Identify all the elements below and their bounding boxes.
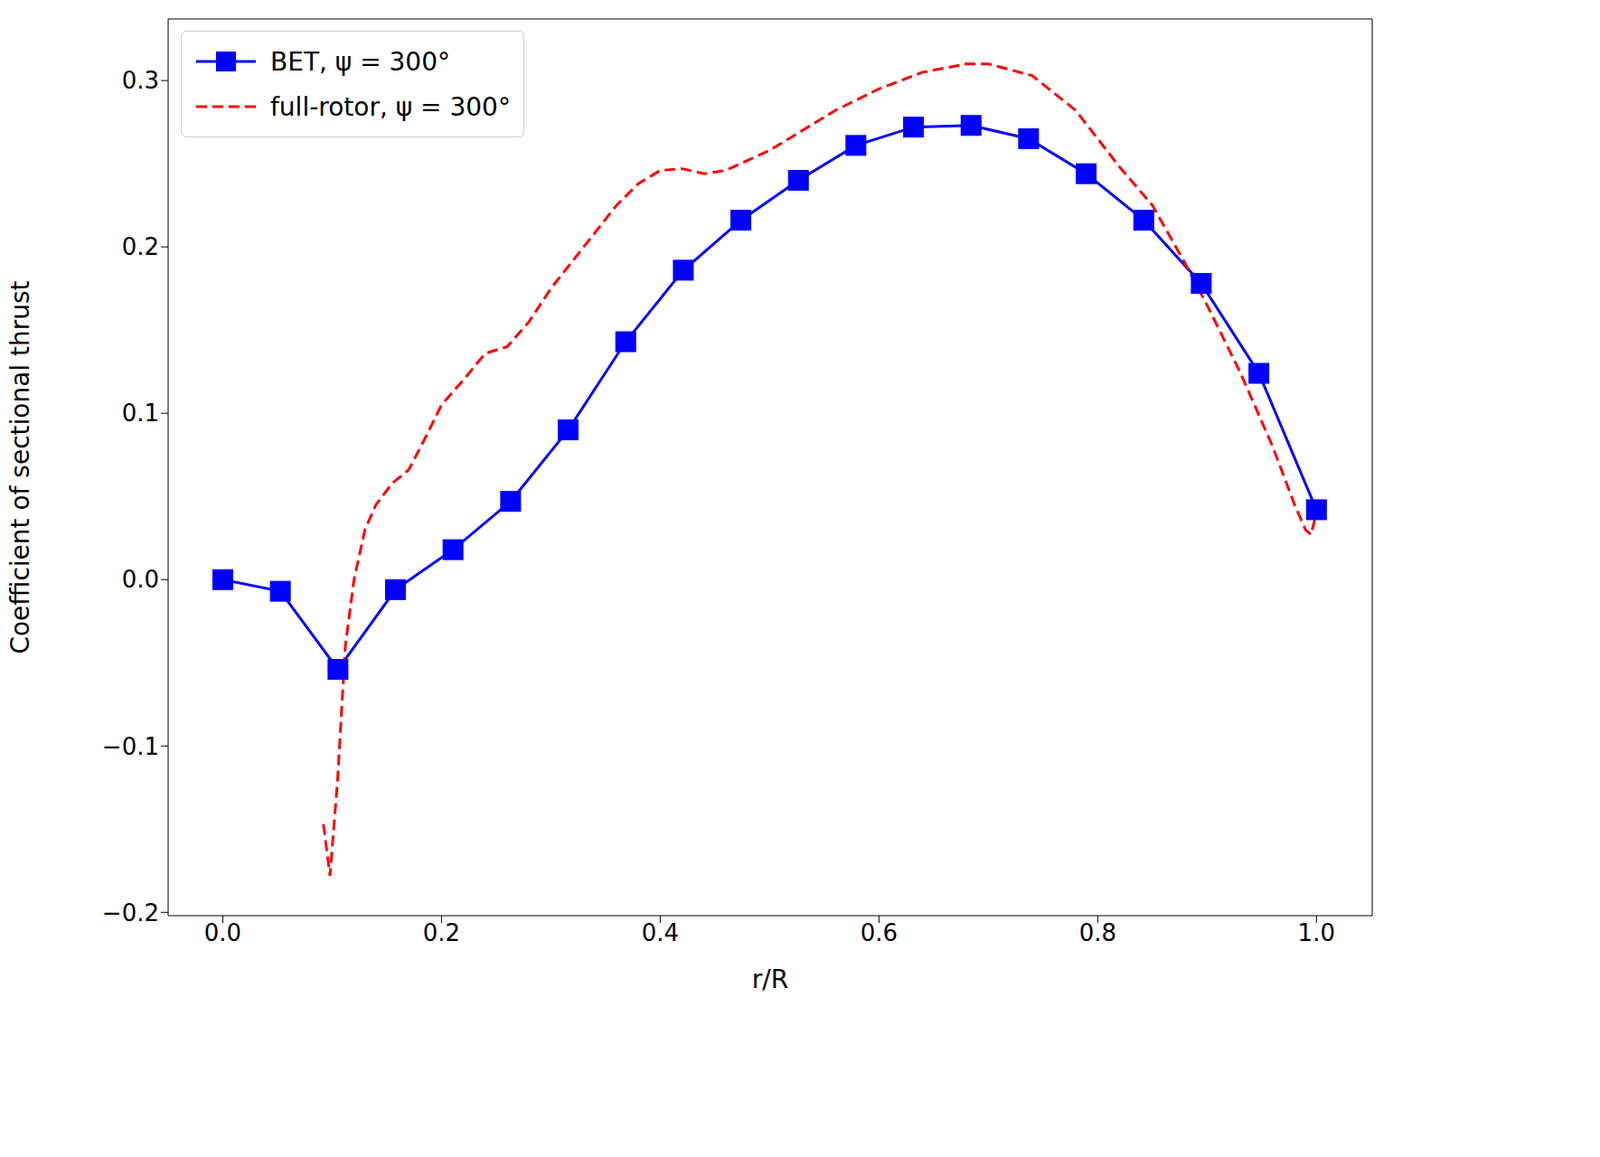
svg-text:0.2: 0.2	[423, 919, 461, 947]
svg-text:1.0: 1.0	[1298, 919, 1336, 947]
svg-text:0.0: 0.0	[122, 565, 160, 593]
svg-text:0.6: 0.6	[860, 919, 898, 947]
svg-text:Coefficient of sectional thrus: Coefficient of sectional thrust	[7, 280, 36, 654]
svg-text:r/R: r/R	[752, 964, 789, 995]
svg-text:0.1: 0.1	[122, 399, 160, 427]
html-text:full-rotor, ψ = 300°: full-rotor, ψ = 300°	[270, 91, 511, 122]
svg-text:0.3: 0.3	[122, 66, 160, 95]
svg-text:0.0: 0.0	[204, 919, 242, 947]
svg-text:−0.2: −0.2	[102, 899, 160, 927]
svg-text:0.4: 0.4	[641, 919, 679, 947]
svg-text:0.8: 0.8	[1079, 919, 1117, 947]
svg-text:−0.1: −0.1	[102, 733, 160, 761]
svg-text:0.2: 0.2	[122, 233, 160, 261]
html-text:BET, ψ = 300°: BET, ψ = 300°	[270, 46, 451, 77]
